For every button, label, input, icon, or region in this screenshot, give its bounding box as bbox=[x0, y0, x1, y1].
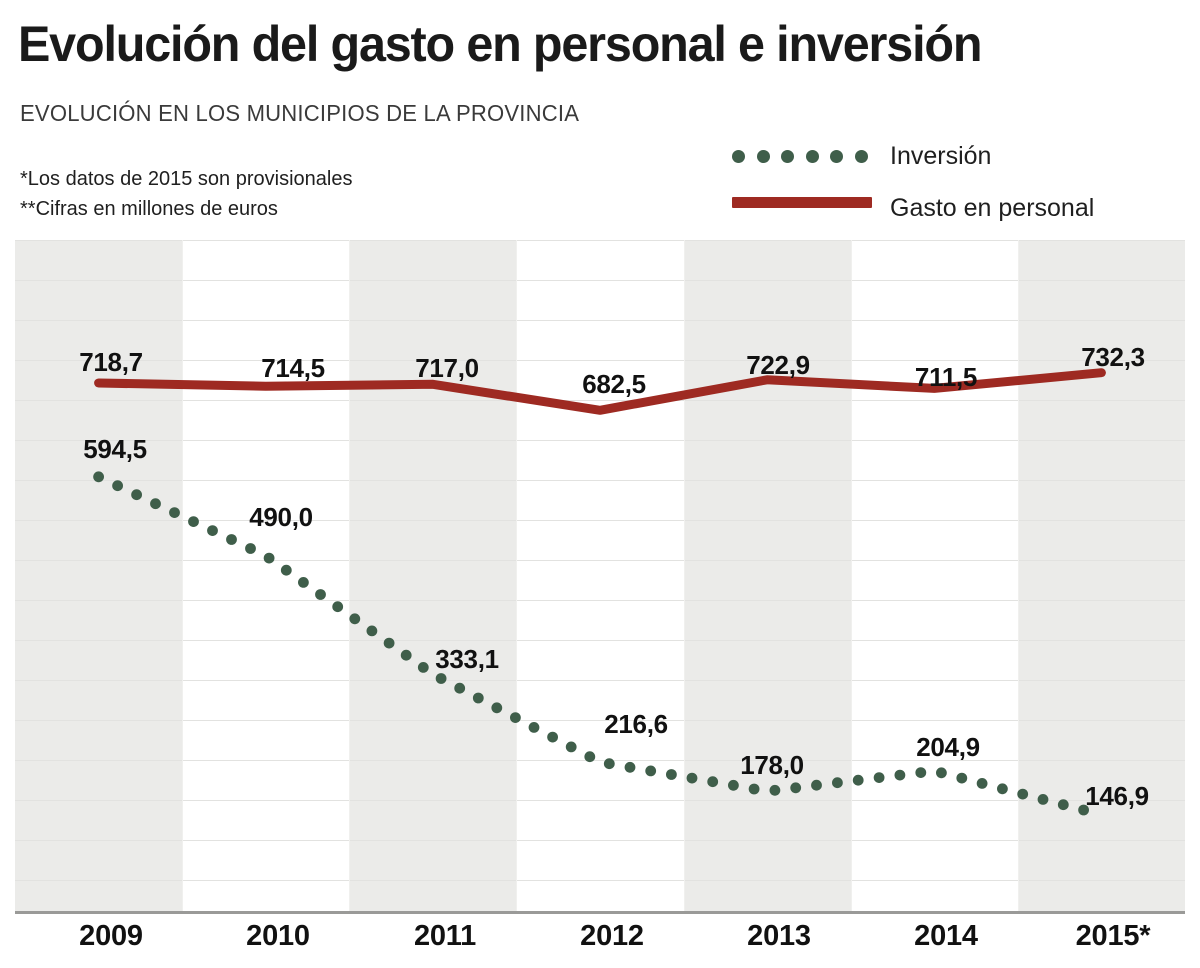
series-lines bbox=[93, 368, 1106, 816]
x-axis-line bbox=[15, 911, 1185, 914]
data-label-inversion: 490,0 bbox=[249, 502, 313, 532]
data-label-gasto: 717,0 bbox=[415, 353, 479, 383]
footnote-units: **Cifras en millones de euros bbox=[20, 198, 278, 220]
page-title: Evolución del gasto en personal e invers… bbox=[18, 16, 982, 72]
plot-area bbox=[15, 240, 1185, 912]
solid-line-icon bbox=[728, 197, 876, 219]
legend-label-inversion: Inversión bbox=[890, 141, 992, 170]
x-axis-tick-label: 2014 bbox=[914, 920, 978, 952]
data-label-gasto: 714,5 bbox=[261, 353, 325, 383]
x-axis-tick-label: 2011 bbox=[413, 920, 477, 952]
data-label-inversion: 204,9 bbox=[916, 732, 980, 762]
chart-legend: Inversión Gasto en personal bbox=[728, 138, 1188, 242]
legend-item-inversion: Inversión bbox=[728, 138, 1188, 174]
data-label-inversion: 146,9 bbox=[1085, 781, 1149, 811]
data-label-gasto: 682,5 bbox=[582, 369, 646, 399]
data-label-inversion: 178,0 bbox=[740, 750, 804, 780]
data-label-gasto: 732,3 bbox=[1081, 342, 1145, 372]
x-axis-tick-label: 2013 bbox=[747, 920, 811, 952]
data-label-inversion: 333,1 bbox=[435, 644, 499, 674]
dotted-line-icon bbox=[728, 145, 876, 167]
x-axis-tick-label: 2015* bbox=[1075, 920, 1151, 952]
data-label-inversion: 594,5 bbox=[83, 434, 147, 464]
legend-item-gasto: Gasto en personal bbox=[728, 190, 1188, 226]
x-axis-tick-label: 2009 bbox=[79, 920, 143, 952]
x-axis-tick-label: 2012 bbox=[580, 920, 644, 952]
x-axis-tick-label: 2010 bbox=[246, 920, 310, 952]
page-subtitle: EVOLUCIÓN EN LOS MUNICIPIOS DE LA PROVIN… bbox=[20, 100, 580, 126]
footnote-provisional: *Los datos de 2015 son provisionales bbox=[20, 168, 353, 190]
horizontal-gridlines bbox=[15, 240, 1185, 912]
line-inversion bbox=[93, 471, 1089, 816]
line-gasto-en-personal bbox=[94, 368, 1106, 415]
data-label-gasto: 718,7 bbox=[79, 347, 143, 377]
data-label-gasto: 722,9 bbox=[746, 350, 810, 380]
data-label-inversion: 216,6 bbox=[604, 709, 668, 739]
legend-label-gasto: Gasto en personal bbox=[890, 193, 1095, 222]
data-label-gasto: 711,5 bbox=[914, 362, 978, 392]
